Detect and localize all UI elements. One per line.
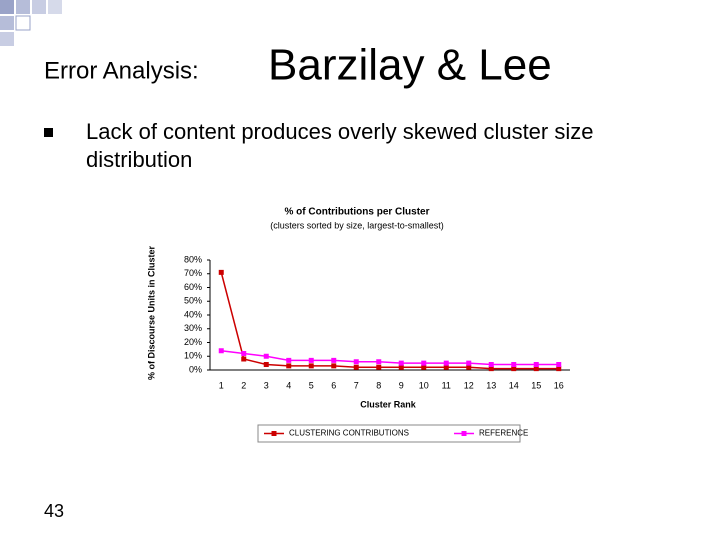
data-point xyxy=(398,360,404,366)
title-prefix: Error Analysis: xyxy=(44,57,199,84)
x-tick-label: 10 xyxy=(419,380,429,390)
x-tick-label: 11 xyxy=(442,380,451,390)
y-tick-label: 80% xyxy=(184,254,202,264)
data-point xyxy=(511,366,517,372)
y-tick-label: 60% xyxy=(184,282,202,292)
x-tick-label: 8 xyxy=(376,380,381,390)
data-point xyxy=(308,363,314,369)
data-point xyxy=(443,360,449,366)
title-main: Barzilay & Lee xyxy=(268,41,552,90)
x-axis-label: Cluster Rank xyxy=(360,399,417,409)
data-point xyxy=(308,357,314,363)
y-tick-label: 50% xyxy=(184,296,202,306)
legend-label: REFERENCE xyxy=(479,429,528,438)
x-tick-label: 7 xyxy=(354,380,359,390)
x-tick-label: 13 xyxy=(486,380,496,390)
bullet-box: Lack of content produces overly skewed c… xyxy=(86,119,594,172)
data-point xyxy=(218,348,224,354)
data-point xyxy=(331,357,337,363)
data-point xyxy=(533,366,539,372)
data-point xyxy=(376,359,382,365)
series-line xyxy=(220,272,559,370)
y-tick-label: 70% xyxy=(184,268,202,278)
x-tick-label: 9 xyxy=(399,380,404,390)
data-point xyxy=(241,351,247,356)
y-tick-label: 40% xyxy=(184,309,202,319)
data-point xyxy=(286,357,292,363)
bullet-marker xyxy=(44,128,53,137)
x-tick-label: 14 xyxy=(509,380,519,390)
x-tick-label: 16 xyxy=(554,380,564,390)
data-point xyxy=(511,362,517,367)
y-axis-label: % of Discourse Units in Cluster xyxy=(146,245,156,380)
y-tick-label: 10% xyxy=(184,351,202,361)
bullet-text: Lack of content produces overly skewed c… xyxy=(86,119,594,172)
legend-label: CLUSTERING CONTRIBUTIONS xyxy=(289,429,409,438)
y-tick-label: 30% xyxy=(184,323,202,333)
data-point xyxy=(331,363,337,369)
x-tick-label: 5 xyxy=(309,380,314,390)
data-point xyxy=(421,360,427,366)
series-line xyxy=(221,350,559,366)
data-point xyxy=(556,362,562,367)
data-point xyxy=(353,359,359,365)
legend-marker xyxy=(461,431,467,436)
x-tick-label: 1 xyxy=(219,380,224,390)
data-point xyxy=(466,364,472,370)
data-point xyxy=(556,366,562,372)
data-point xyxy=(241,356,247,362)
data-point xyxy=(466,360,472,366)
data-point xyxy=(218,269,224,275)
x-tick-label: 6 xyxy=(331,380,336,390)
data-point xyxy=(488,366,494,372)
chart-title: % of Contributions per Cluster xyxy=(285,207,430,218)
data-point xyxy=(263,362,269,367)
x-tick-label: 2 xyxy=(241,380,246,390)
data-point xyxy=(533,362,539,367)
decoration xyxy=(0,0,62,46)
x-tick-label: 4 xyxy=(286,380,291,390)
chart-subtitle: (clusters sorted by size, largest-to-sma… xyxy=(270,220,444,230)
y-tick-label: 0% xyxy=(189,364,202,374)
legend-marker xyxy=(271,431,277,436)
x-tick-label: 3 xyxy=(264,380,269,390)
legend-box xyxy=(257,424,521,443)
data-point xyxy=(488,362,494,367)
data-point xyxy=(376,364,382,370)
data-point xyxy=(286,363,292,369)
y-tick-label: 20% xyxy=(184,337,202,347)
data-point xyxy=(353,364,359,370)
page-number: 43 xyxy=(44,501,64,521)
data-point xyxy=(398,364,404,370)
data-point xyxy=(443,364,449,370)
x-tick-label: 12 xyxy=(464,380,474,390)
data-point xyxy=(421,364,427,370)
data-point xyxy=(263,353,269,359)
x-tick-label: 15 xyxy=(531,380,541,390)
